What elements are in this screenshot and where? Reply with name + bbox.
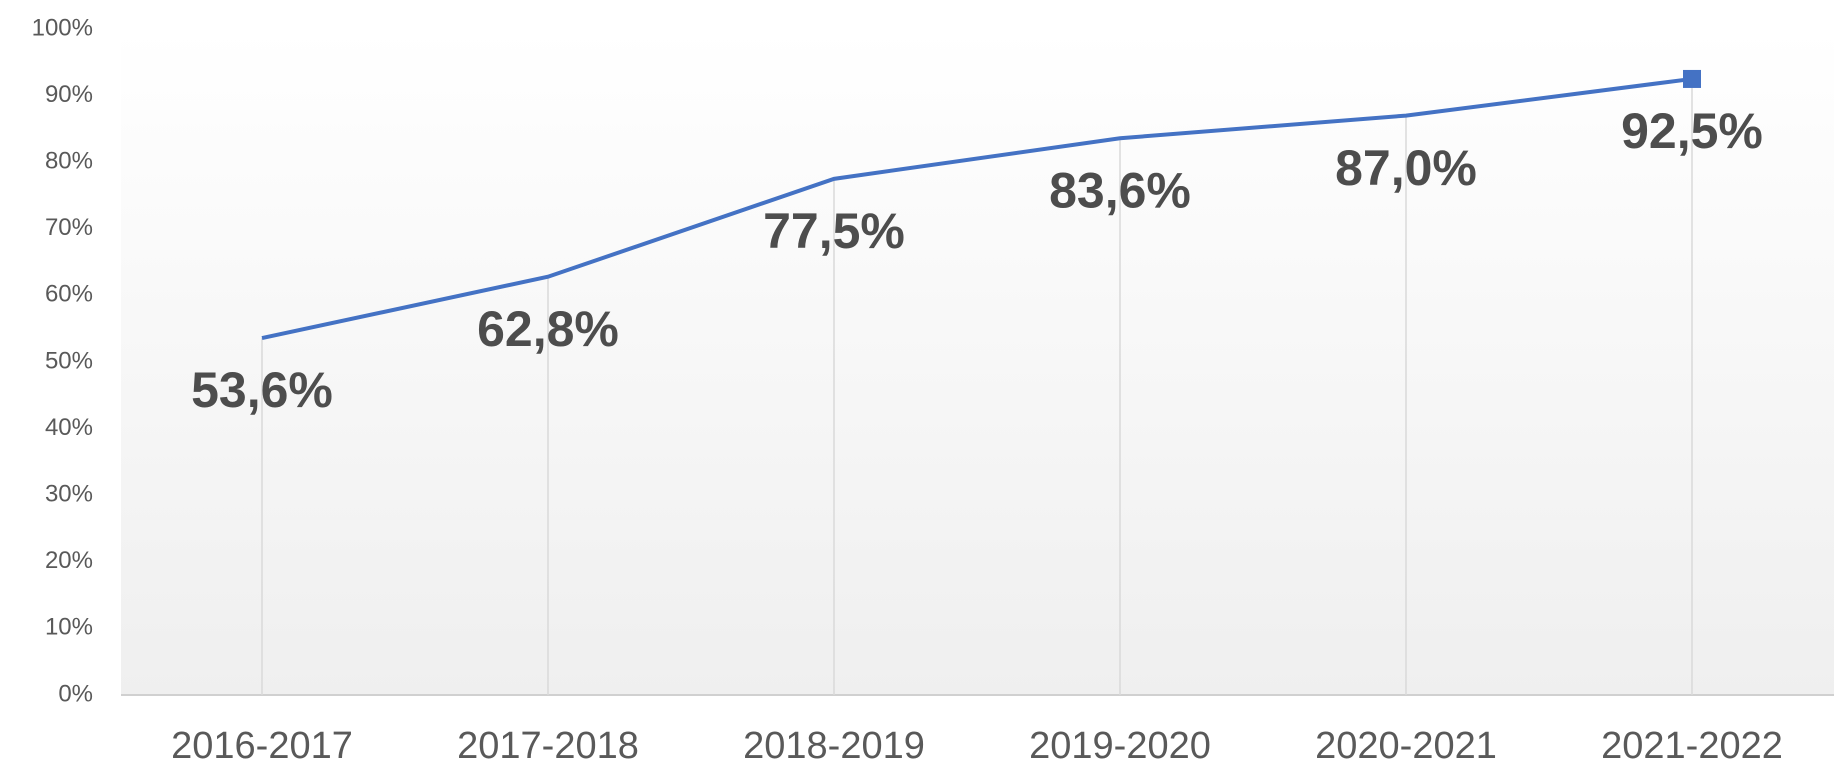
- plot-area: [121, 29, 1834, 695]
- y-tick-label: 30%: [45, 481, 93, 508]
- y-tick-label: 40%: [45, 414, 93, 441]
- value-label: 77,5%: [763, 203, 905, 259]
- x-tick-label: 2020-2021: [1315, 725, 1497, 767]
- y-tick-label: 80%: [45, 148, 93, 175]
- x-tick-label: 2016-2017: [171, 725, 353, 767]
- value-label: 92,5%: [1621, 103, 1763, 159]
- y-tick-label: 0%: [58, 680, 93, 707]
- y-tick-label: 70%: [45, 214, 93, 241]
- x-tick-label: 2017-2018: [457, 725, 639, 767]
- x-tick-label: 2018-2019: [743, 725, 925, 767]
- y-tick-label: 50%: [45, 347, 93, 374]
- value-label: 83,6%: [1049, 162, 1191, 218]
- x-tick-label: 2021-2022: [1601, 725, 1783, 767]
- value-label: 53,6%: [191, 362, 333, 418]
- y-tick-label: 10%: [45, 614, 93, 641]
- value-label: 87,0%: [1335, 140, 1477, 196]
- x-tick-label: 2019-2020: [1029, 725, 1211, 767]
- marker: [1683, 69, 1701, 88]
- y-tick-label: 90%: [45, 81, 93, 108]
- y-tick-label: 60%: [45, 281, 93, 308]
- value-label: 62,8%: [477, 301, 619, 357]
- y-tick-label: 100%: [32, 14, 93, 41]
- data-line: [261, 76, 1693, 340]
- y-tick-label: 20%: [45, 547, 93, 574]
